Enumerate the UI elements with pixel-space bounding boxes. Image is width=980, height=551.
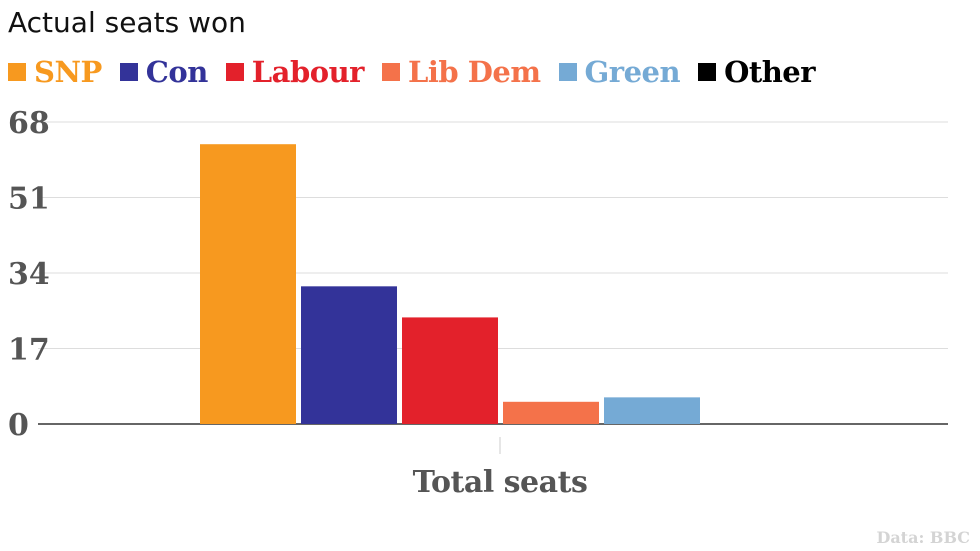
legend-item: Other — [698, 55, 816, 89]
legend-label: Green — [584, 55, 681, 89]
legend-swatch — [8, 63, 26, 81]
legend-item: SNP — [8, 55, 102, 89]
bar-labour — [402, 317, 498, 424]
legend-swatch — [119, 63, 138, 81]
legend-label: Lib Dem — [407, 55, 541, 89]
y-tick-label: 51 — [8, 182, 50, 217]
legend-swatch — [225, 63, 244, 81]
legend-swatch — [558, 63, 577, 81]
legend-item: Lib Dem — [381, 55, 541, 89]
y-tick-label: 17 — [8, 333, 50, 368]
legend-item: Green — [558, 55, 681, 89]
legend-label: Labour — [251, 55, 365, 89]
legend-label: SNP — [34, 55, 102, 89]
x-category-label: Total seats — [413, 465, 588, 500]
chart-title: Actual seats won — [8, 6, 246, 39]
legend-label: Con — [145, 55, 209, 89]
bar-con — [301, 286, 397, 424]
y-tick-label: 68 — [8, 106, 50, 141]
legend-item: Labour — [225, 55, 365, 89]
legend-swatch — [381, 63, 400, 81]
data-credit: Data: BBC — [876, 528, 970, 547]
bar-snp — [200, 144, 296, 425]
y-tick-label: 0 — [8, 408, 29, 443]
bar-green — [604, 397, 700, 424]
y-tick-label: 34 — [8, 257, 50, 292]
legend-swatch — [698, 63, 717, 81]
legend-label: Other — [724, 55, 816, 89]
legend-item: Con — [119, 55, 209, 89]
bar-lib-dem — [503, 401, 599, 424]
chart-legend: SNP Con Labour Lib Dem Green Other — [8, 54, 833, 90]
